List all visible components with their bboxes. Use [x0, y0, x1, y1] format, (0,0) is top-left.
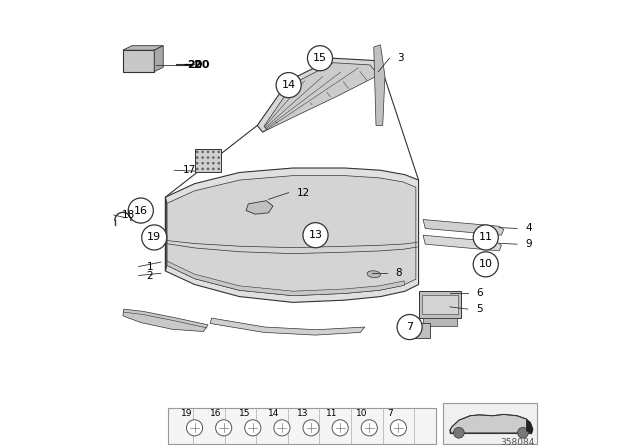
Text: 13: 13: [297, 409, 308, 418]
Bar: [195, 149, 221, 172]
Circle shape: [390, 420, 406, 436]
Circle shape: [218, 168, 220, 170]
Polygon shape: [526, 419, 533, 434]
Circle shape: [303, 223, 328, 248]
Text: 14: 14: [282, 80, 296, 90]
Bar: [168, 408, 436, 444]
Circle shape: [212, 151, 215, 153]
Text: —20: —20: [184, 60, 210, 70]
Polygon shape: [166, 261, 404, 296]
Text: 16: 16: [134, 206, 148, 215]
Bar: [419, 291, 461, 318]
Polygon shape: [257, 58, 383, 132]
Circle shape: [141, 225, 167, 250]
Text: 10: 10: [479, 259, 493, 269]
Text: 7: 7: [387, 409, 393, 418]
Circle shape: [397, 314, 422, 340]
Polygon shape: [165, 168, 419, 302]
Text: 1: 1: [147, 262, 153, 271]
Text: 20: 20: [187, 60, 202, 70]
Text: 19: 19: [180, 409, 192, 418]
Circle shape: [276, 73, 301, 98]
Text: 9: 9: [525, 239, 532, 249]
Text: 4: 4: [525, 224, 532, 233]
Circle shape: [212, 162, 215, 164]
Circle shape: [361, 420, 378, 436]
Circle shape: [207, 156, 209, 159]
Text: 12: 12: [297, 188, 310, 198]
Bar: [422, 295, 458, 314]
Circle shape: [218, 162, 220, 164]
Circle shape: [332, 420, 348, 436]
Circle shape: [212, 168, 215, 170]
Bar: [123, 50, 154, 72]
Polygon shape: [423, 220, 504, 235]
Circle shape: [207, 168, 209, 170]
Circle shape: [218, 156, 220, 159]
Circle shape: [128, 198, 154, 223]
Ellipse shape: [367, 271, 380, 278]
Text: 16: 16: [210, 409, 221, 418]
Text: 7: 7: [406, 322, 413, 332]
Text: 13: 13: [308, 230, 323, 240]
Polygon shape: [423, 235, 502, 251]
Text: 14: 14: [268, 409, 280, 418]
Circle shape: [473, 252, 499, 277]
Polygon shape: [264, 63, 378, 130]
Polygon shape: [167, 176, 416, 296]
Bar: [410, 323, 430, 338]
Circle shape: [473, 225, 499, 250]
Circle shape: [201, 162, 204, 164]
Polygon shape: [123, 46, 163, 50]
Circle shape: [303, 420, 319, 436]
Text: 15: 15: [239, 409, 250, 418]
Circle shape: [196, 151, 198, 153]
Polygon shape: [210, 318, 365, 335]
Circle shape: [207, 162, 209, 164]
Text: 15: 15: [313, 53, 327, 63]
Circle shape: [518, 427, 528, 438]
Circle shape: [207, 151, 209, 153]
Circle shape: [186, 420, 203, 436]
Circle shape: [274, 420, 290, 436]
Polygon shape: [165, 197, 167, 271]
Circle shape: [201, 168, 204, 170]
Bar: [423, 318, 456, 326]
Circle shape: [201, 151, 204, 153]
Text: 11: 11: [479, 233, 493, 242]
Circle shape: [218, 151, 220, 153]
Text: 6: 6: [476, 289, 483, 298]
Text: 2: 2: [147, 271, 153, 280]
Bar: [443, 403, 538, 444]
Text: 8: 8: [396, 268, 402, 278]
Polygon shape: [123, 309, 208, 332]
Polygon shape: [374, 45, 385, 125]
Circle shape: [307, 46, 333, 71]
Text: 5: 5: [476, 304, 483, 314]
Circle shape: [196, 162, 198, 164]
Circle shape: [196, 168, 198, 170]
Circle shape: [216, 420, 232, 436]
Circle shape: [196, 156, 198, 159]
Circle shape: [212, 156, 215, 159]
Text: 3: 3: [397, 53, 404, 63]
Polygon shape: [246, 201, 273, 214]
Text: 10: 10: [355, 409, 367, 418]
Text: 358084: 358084: [500, 438, 535, 447]
Text: 17: 17: [182, 165, 196, 175]
Polygon shape: [154, 46, 163, 72]
Text: 11: 11: [326, 409, 338, 418]
Circle shape: [454, 427, 464, 438]
Circle shape: [244, 420, 261, 436]
Circle shape: [201, 156, 204, 159]
Text: 19: 19: [147, 233, 161, 242]
Polygon shape: [450, 414, 533, 434]
Text: 18: 18: [122, 210, 135, 220]
